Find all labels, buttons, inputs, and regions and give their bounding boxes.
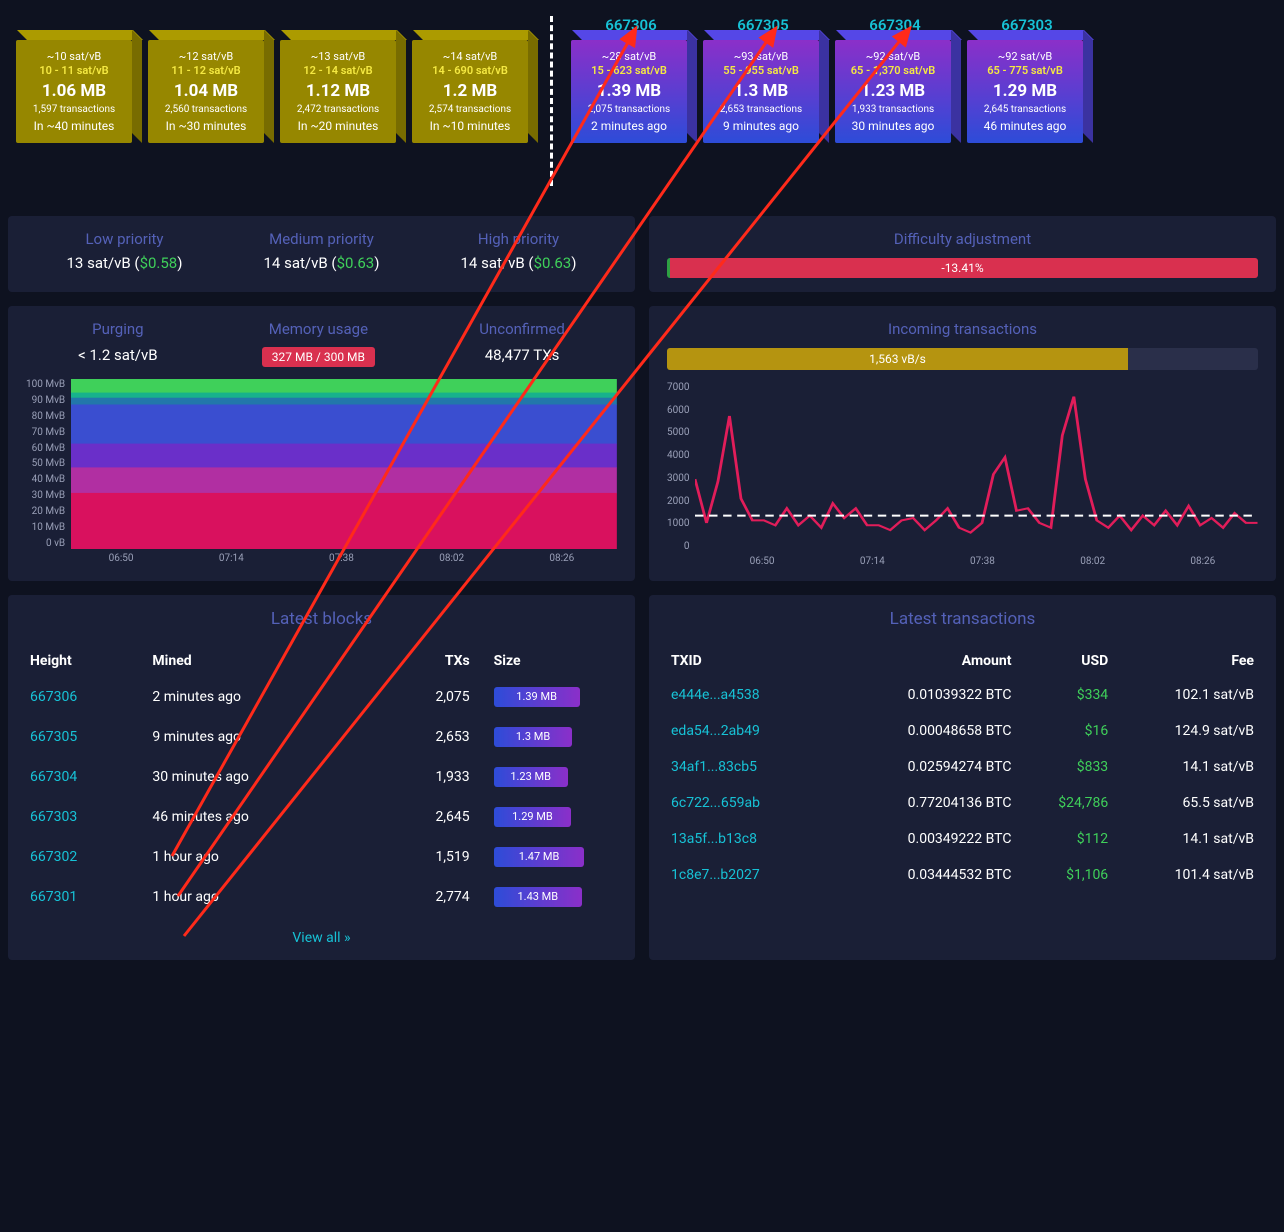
table-row: 667302 1 hour ago 1,519 1.47 MB	[26, 837, 617, 877]
block-link[interactable]: 667305	[30, 729, 77, 745]
purging-label: Purging	[78, 320, 158, 338]
mined-block[interactable]: ~93 sat/vB 55 - 955 sat/vB 1.3 MB 2,653 …	[703, 40, 823, 143]
difficulty-label: Difficulty adjustment	[667, 230, 1258, 248]
high-priority-label: High priority	[461, 230, 577, 248]
low-priority-value: 13 sat/vB ($0.58)	[67, 254, 183, 272]
latest-tx-panel: Latest transactions TXID Amount USD Fee …	[649, 595, 1276, 960]
chain-tip-divider	[550, 16, 553, 186]
col-size: Size	[474, 645, 617, 677]
tx-link[interactable]: 6c722...659ab	[671, 795, 760, 811]
mempool-blocks: ~10 sat/vB 10 - 11 sat/vB 1.06 MB 1,597 …	[16, 16, 532, 143]
table-row: 667305 9 minutes ago 2,653 1.3 MB	[26, 717, 617, 757]
medium-priority-value: 14 sat/vB ($0.63)	[264, 254, 380, 272]
block-link[interactable]: 667306	[30, 689, 77, 705]
table-row: 6c722...659ab 0.77204136 BTC $24,786 65.…	[667, 785, 1258, 821]
incoming-chart	[695, 382, 1258, 552]
fee-priority-panel: Low priority 13 sat/vB ($0.58) Medium pr…	[8, 216, 635, 292]
tx-link[interactable]: 34af1...83cb5	[671, 759, 757, 775]
tx-link[interactable]: eda54...2ab49	[671, 723, 760, 739]
table-row: 667306 2 minutes ago 2,075 1.39 MB	[26, 677, 617, 717]
latest-blocks-title: Latest blocks	[26, 609, 617, 629]
high-priority-value: 14 sat/vB ($0.63)	[461, 254, 577, 272]
incoming-y-axis: 70006000500040003000200010000	[667, 382, 695, 552]
mempool-chart	[71, 379, 617, 549]
size-bar: 1.43 MB	[494, 887, 582, 907]
mempool-block[interactable]: ~10 sat/vB 10 - 11 sat/vB 1.06 MB 1,597 …	[16, 40, 136, 143]
incoming-label: Incoming transactions	[667, 320, 1258, 338]
incoming-rate-bar: 1,563 vB/s	[667, 348, 1258, 370]
memory-badge: 327 MB / 300 MB	[262, 347, 375, 367]
mined-block[interactable]: ~28 sat/vB 15 - 623 sat/vB 1.39 MB 2,075…	[571, 40, 691, 143]
mined-block[interactable]: ~92 sat/vB 65 - 775 sat/vB 1.29 MB 2,645…	[967, 40, 1087, 143]
size-bar: 1.3 MB	[494, 727, 573, 747]
latest-tx-title: Latest transactions	[667, 609, 1258, 629]
table-row: 667304 30 minutes ago 1,933 1.23 MB	[26, 757, 617, 797]
col-txid: TXID	[667, 645, 829, 677]
difficulty-pct: -13.41%	[667, 258, 1258, 278]
col-fee: Fee	[1112, 645, 1258, 677]
col-txs: TXs	[380, 645, 474, 677]
mempool-block[interactable]: ~13 sat/vB 12 - 14 sat/vB 1.12 MB 2,472 …	[280, 40, 400, 143]
table-row: eda54...2ab49 0.00048658 BTC $16 124.9 s…	[667, 713, 1258, 749]
unconfirmed-label: Unconfirmed	[479, 320, 565, 338]
size-bar: 1.39 MB	[494, 687, 580, 707]
table-row: e444e...a4538 0.01039322 BTC $334 102.1 …	[667, 677, 1258, 713]
medium-priority-label: Medium priority	[264, 230, 380, 248]
block-link[interactable]: 667303	[30, 809, 77, 825]
unconfirmed-value: 48,477 TXs	[479, 346, 565, 364]
mempool-y-axis: 100 MvB90 MvB80 MvB70 MvB60 MvB50 MvB40 …	[26, 379, 71, 549]
mempool-block[interactable]: ~14 sat/vB 14 - 690 sat/vB 1.2 MB 2,574 …	[412, 40, 532, 143]
block-link[interactable]: 667302	[30, 849, 77, 865]
difficulty-progress: -13.41%	[667, 258, 1258, 278]
col-usd: USD	[1015, 645, 1112, 677]
tx-link[interactable]: 1c8e7...b2027	[671, 867, 760, 883]
tx-link[interactable]: 13a5f...b13c8	[671, 831, 757, 847]
col-mined: Mined	[148, 645, 380, 677]
incoming-x-axis: 06:5007:1407:3808:0208:26	[707, 556, 1258, 567]
block-link[interactable]: 667301	[30, 889, 77, 905]
col-amount: Amount	[829, 645, 1016, 677]
incoming-panel: Incoming transactions 1,563 vB/s 7000600…	[649, 306, 1276, 581]
difficulty-panel: Difficulty adjustment -13.41%	[649, 216, 1276, 292]
mempool-block[interactable]: ~12 sat/vB 11 - 12 sat/vB 1.04 MB 2,560 …	[148, 40, 268, 143]
table-row: 13a5f...b13c8 0.00349222 BTC $112 14.1 s…	[667, 821, 1258, 857]
latest-blocks-table: Height Mined TXs Size 667306 2 minutes a…	[26, 645, 617, 917]
mempool-panel: Purging < 1.2 sat/vB Memory usage 327 MB…	[8, 306, 635, 581]
latest-blocks-panel: Latest blocks Height Mined TXs Size 6673…	[8, 595, 635, 960]
size-bar: 1.23 MB	[494, 767, 568, 787]
table-row: 667301 1 hour ago 2,774 1.43 MB	[26, 877, 617, 917]
tx-link[interactable]: e444e...a4538	[671, 687, 760, 703]
blocks-strip: ~10 sat/vB 10 - 11 sat/vB 1.06 MB 1,597 …	[8, 8, 1276, 186]
latest-tx-table: TXID Amount USD Fee e444e...a4538 0.0103…	[667, 645, 1258, 893]
table-row: 667303 46 minutes ago 2,645 1.29 MB	[26, 797, 617, 837]
view-all-link[interactable]: View all »	[292, 930, 350, 946]
size-bar: 1.29 MB	[494, 807, 572, 827]
table-row: 34af1...83cb5 0.02594274 BTC $833 14.1 s…	[667, 749, 1258, 785]
col-height: Height	[26, 645, 148, 677]
low-priority-label: Low priority	[67, 230, 183, 248]
mined-blocks: 667306 ~28 sat/vB 15 - 623 sat/vB 1.39 M…	[571, 16, 1087, 143]
purging-value: < 1.2 sat/vB	[78, 346, 158, 364]
table-row: 1c8e7...b2027 0.03444532 BTC $1,106 101.…	[667, 857, 1258, 893]
block-link[interactable]: 667304	[30, 769, 77, 785]
mempool-x-axis: 06:5007:1407:3808:0208:26	[66, 553, 617, 564]
memory-label: Memory usage	[262, 320, 375, 338]
size-bar: 1.47 MB	[494, 847, 585, 867]
mined-block[interactable]: ~92 sat/vB 65 - 1,370 sat/vB 1.23 MB 1,9…	[835, 40, 955, 143]
